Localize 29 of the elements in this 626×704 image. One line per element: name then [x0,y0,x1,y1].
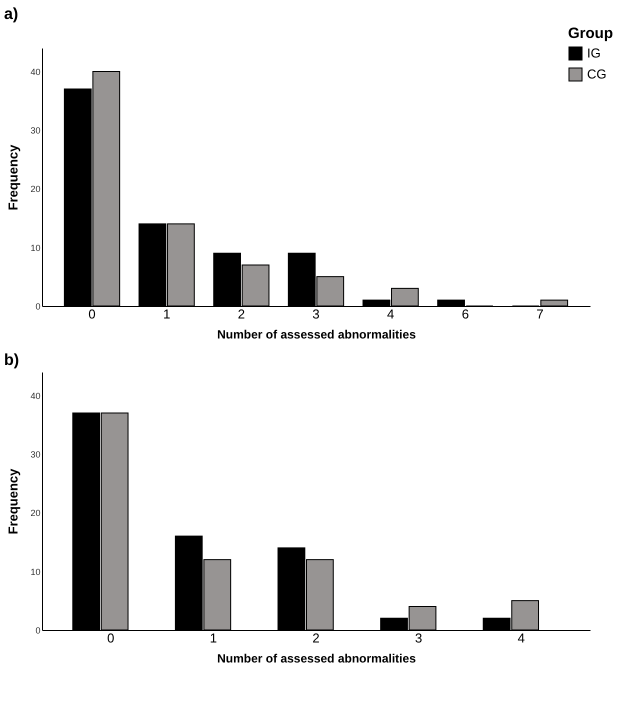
y-tick-label: 10 [30,566,40,577]
y-tick-label: 10 [30,242,40,253]
x-tick-label: 4 [518,630,525,646]
chart-title: a) [4,6,18,23]
x-tick-label: 1 [210,630,217,646]
x-tick-label: 2 [312,630,320,646]
x-tick-label: 1 [163,306,170,322]
y-axis-title: Frequency [5,468,20,534]
y-tick-label: 40 [30,390,40,401]
y-axis-title: Frequency [5,144,20,210]
y-tick-label: 30 [30,126,40,136]
x-tick-label: 6 [462,306,469,322]
x-axis-title: Number of assessed abnormalities [217,328,416,342]
x-tick-label: 7 [536,306,544,322]
chart-title: b) [4,352,20,369]
x-tick-label: 3 [415,630,422,646]
x-tick-label: 0 [107,630,114,646]
y-tick-label: 30 [30,450,40,460]
y-tick-label: 40 [30,66,40,77]
x-tick-label: 2 [238,306,245,322]
legend-label: IG [587,46,601,60]
x-tick-label: 0 [88,306,96,322]
x-tick-label: 4 [387,306,394,322]
legend-title: Group [568,25,613,42]
x-tick-label: 3 [312,306,320,322]
x-axis-title: Number of assessed abnormalities [217,652,416,666]
legend-label: CG [587,66,606,82]
y-tick-label: 20 [30,184,40,194]
y-tick-label: 20 [30,508,40,518]
